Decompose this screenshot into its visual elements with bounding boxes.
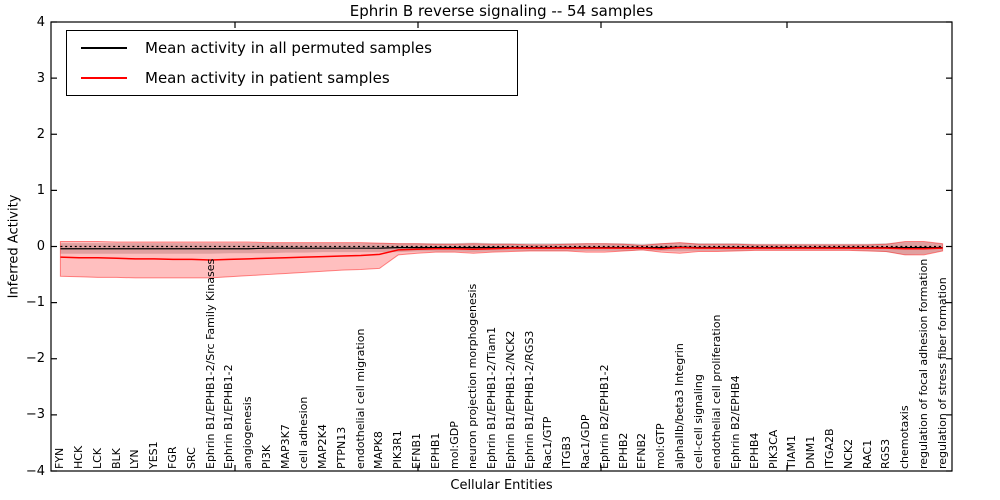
- x-category-label: endothelial cell proliferation: [710, 314, 724, 469]
- x-category-label: EFNB2: [635, 432, 649, 469]
- x-category-label: TIAM1: [785, 435, 799, 469]
- patient-line-swatch: [81, 77, 127, 79]
- permuted-line-swatch: [81, 47, 127, 49]
- x-category-label: PI3K: [259, 444, 273, 469]
- x-category-label: FYN: [53, 447, 67, 469]
- x-category-label: alphaIIb/beta3 Integrin: [672, 343, 686, 469]
- legend: Mean activity in all permuted samples Me…: [66, 30, 518, 96]
- legend-entry-permuted: Mean activity in all permuted samples: [67, 35, 517, 61]
- x-category-label: PIK3R1: [391, 430, 405, 469]
- y-tick-label: −1: [25, 295, 45, 311]
- legend-label-permuted: Mean activity in all permuted samples: [145, 39, 432, 57]
- patient-mean-line: [60, 246, 943, 261]
- x-category-label: SRC: [184, 447, 198, 469]
- y-tick-label: −3: [25, 407, 45, 423]
- x-category-label: regulation of focal adhesion formation: [916, 258, 930, 469]
- x-category-label: RGS3: [879, 438, 893, 469]
- x-category-label: MAP2K4: [316, 424, 330, 469]
- x-category-label: NCK2: [841, 438, 855, 469]
- x-category-label: cell-cell signaling: [691, 374, 705, 469]
- y-tick-label: 4: [36, 14, 45, 30]
- x-category-label: cell adhesion: [297, 396, 311, 469]
- x-category-label: EFNB1: [410, 432, 424, 469]
- x-category-label: Ephrin B1/EPHB1-2/NCK2: [503, 330, 517, 469]
- y-tick-label: 1: [36, 182, 45, 198]
- x-category-label: BLK: [109, 448, 123, 469]
- x-category-label: Ephrin B2/EPHB1-2: [597, 364, 611, 469]
- x-category-label: mol:GTP: [654, 423, 668, 469]
- x-category-label: FGR: [166, 446, 179, 470]
- x-category-label: RAC1: [860, 439, 874, 469]
- x-category-label: LYN: [128, 449, 142, 469]
- x-category-label: MAPK8: [372, 431, 386, 469]
- x-category-label: LCK: [90, 447, 104, 469]
- x-category-label: PIK3CA: [766, 429, 780, 469]
- x-category-label: mol:GDP: [447, 421, 461, 469]
- x-category-label: neuron projection morphogenesis: [466, 283, 480, 469]
- y-tick-label: −4: [25, 463, 45, 479]
- y-tick-label: 0: [36, 239, 45, 254]
- y-tick-label: −2: [25, 351, 45, 367]
- x-category-label: chemotaxis: [898, 405, 912, 469]
- x-category-label: DNM1: [804, 435, 818, 469]
- x-category-label: Rac1/GDP: [578, 414, 592, 469]
- x-category-label: Ephrin B1/EPHB1-2/Src Family Kinases: [203, 258, 217, 469]
- x-category-label: EPHB2: [616, 432, 630, 469]
- x-category-label: regulation of stress fiber formation: [935, 277, 949, 469]
- x-axis-label: Cellular Entities: [450, 478, 553, 493]
- x-category-label: PTPN13: [334, 426, 348, 469]
- x-category-label: HCK: [72, 445, 86, 469]
- legend-label-patient: Mean activity in patient samples: [145, 69, 390, 87]
- patient-band: [59, 240, 944, 279]
- x-category-label: angiogenesis: [241, 396, 255, 470]
- chart-title: Ephrin B reverse signaling -- 54 samples: [349, 2, 654, 20]
- x-category-label: Ephrin B2/EPHB4: [729, 375, 743, 469]
- x-category-label: Ephrin B1/EPHB1-2/Tiam1: [485, 326, 499, 469]
- x-category-label: ITGA2B: [822, 428, 836, 469]
- legend-entry-patient: Mean activity in patient samples: [67, 65, 517, 91]
- x-category-label: endothelial cell migration: [353, 328, 367, 469]
- x-category-label: YES1: [147, 441, 161, 469]
- x-category-label: EPHB4: [747, 432, 761, 469]
- y-tick-label: 3: [36, 70, 45, 86]
- x-category-label: Ephrin B1/EPHB1-2: [222, 364, 236, 469]
- x-category-label: ITGB3: [560, 435, 574, 469]
- x-category-label: MAP3K7: [278, 424, 292, 469]
- x-category-label: Ephrin B1/EPHB1-2/RGS3: [522, 330, 536, 469]
- x-category-label: EPHB1: [428, 432, 442, 469]
- x-category-label: Rac1/GTP: [541, 416, 555, 469]
- y-tick-label: 2: [36, 126, 45, 142]
